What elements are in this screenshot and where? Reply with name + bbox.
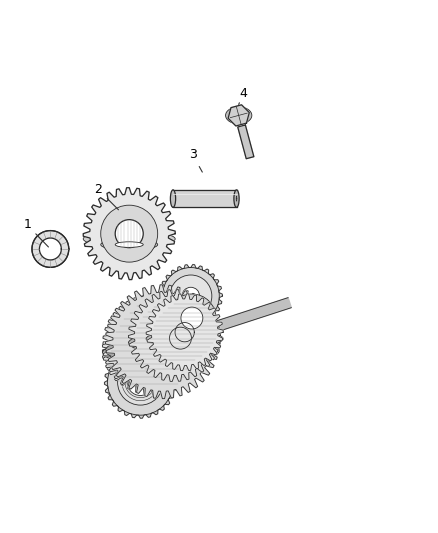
- Circle shape: [129, 338, 154, 363]
- Polygon shape: [228, 105, 249, 126]
- Polygon shape: [83, 188, 175, 280]
- Circle shape: [101, 205, 158, 262]
- Circle shape: [108, 350, 173, 415]
- Ellipse shape: [165, 341, 196, 344]
- Ellipse shape: [155, 344, 188, 349]
- Text: 1: 1: [23, 219, 49, 247]
- Circle shape: [181, 307, 203, 329]
- Ellipse shape: [115, 242, 143, 247]
- Polygon shape: [128, 289, 220, 382]
- Polygon shape: [102, 294, 203, 395]
- Circle shape: [146, 332, 172, 358]
- Circle shape: [160, 329, 184, 353]
- Circle shape: [162, 268, 219, 325]
- Ellipse shape: [234, 190, 239, 207]
- Ellipse shape: [226, 107, 252, 124]
- Circle shape: [155, 325, 188, 358]
- Circle shape: [32, 231, 69, 268]
- Ellipse shape: [106, 337, 219, 364]
- Polygon shape: [105, 346, 177, 418]
- Circle shape: [90, 194, 169, 273]
- Polygon shape: [102, 309, 186, 392]
- Circle shape: [127, 369, 154, 395]
- Text: 3: 3: [189, 148, 202, 172]
- Circle shape: [118, 360, 163, 405]
- Circle shape: [165, 323, 196, 353]
- Circle shape: [182, 287, 200, 305]
- Circle shape: [168, 294, 216, 342]
- Circle shape: [170, 275, 212, 317]
- Circle shape: [115, 220, 143, 248]
- Circle shape: [124, 333, 159, 368]
- Ellipse shape: [108, 384, 173, 400]
- Ellipse shape: [170, 190, 176, 207]
- Polygon shape: [173, 190, 237, 207]
- Ellipse shape: [124, 353, 159, 359]
- Ellipse shape: [141, 348, 177, 352]
- Ellipse shape: [168, 320, 216, 329]
- Polygon shape: [146, 294, 223, 370]
- Ellipse shape: [101, 239, 158, 251]
- Text: 2: 2: [95, 183, 119, 210]
- Circle shape: [170, 327, 191, 349]
- Polygon shape: [130, 297, 291, 359]
- Polygon shape: [159, 264, 223, 327]
- Ellipse shape: [83, 231, 175, 247]
- Ellipse shape: [102, 341, 203, 364]
- Circle shape: [39, 238, 61, 260]
- Ellipse shape: [146, 331, 223, 346]
- Text: 4: 4: [239, 87, 247, 104]
- Circle shape: [174, 301, 209, 336]
- Circle shape: [141, 327, 177, 364]
- Polygon shape: [238, 125, 254, 159]
- Polygon shape: [106, 285, 219, 399]
- Ellipse shape: [128, 333, 220, 353]
- Ellipse shape: [102, 348, 186, 366]
